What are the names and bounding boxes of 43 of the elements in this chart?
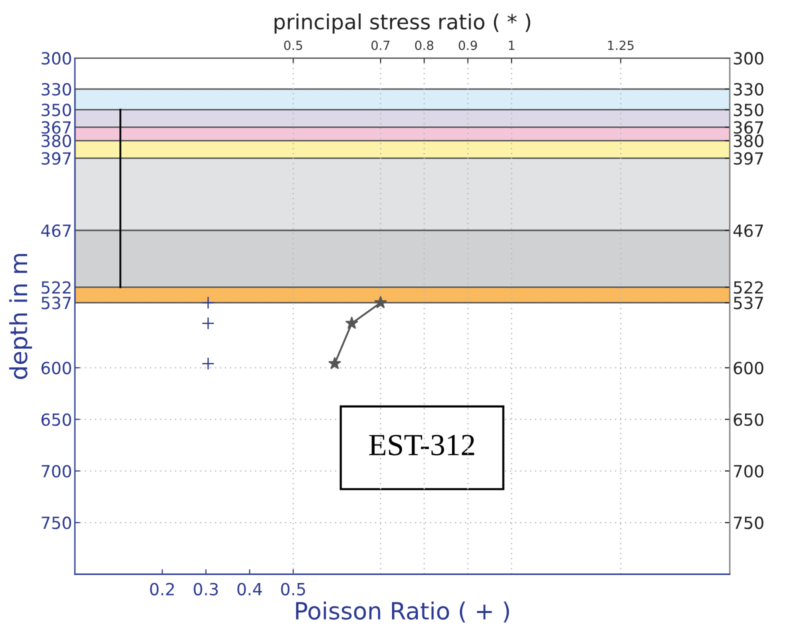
x2-tick-label: 0.8 <box>415 40 434 50</box>
x2-tick-label: 1 <box>508 40 514 50</box>
x-tick-label: 0.2 <box>150 582 174 596</box>
x2-tick-label: 0.5 <box>284 40 302 50</box>
y-tick-label: 367 <box>42 121 71 134</box>
y2-tick-label: 350 <box>734 104 764 116</box>
y2-tick-label: 522 <box>734 281 763 294</box>
x2-tick-label: 0.9 <box>458 40 477 50</box>
y2-tick-label: 467 <box>733 224 763 238</box>
y-axis-title: depth in m <box>9 254 32 379</box>
y-tick-label: 750 <box>42 516 72 530</box>
y-tick-label: 650 <box>42 413 72 426</box>
y2-tick-label: 300 <box>734 52 764 65</box>
y-tick-label: 350 <box>42 104 72 116</box>
y2-tick-label: 700 <box>734 464 764 478</box>
y2-tick-label: 367 <box>734 121 763 134</box>
x-tick-label: 0.5 <box>281 582 306 596</box>
y-tick-label: 330 <box>42 82 72 96</box>
y-tick-label: 537 <box>42 296 71 310</box>
y2-tick-label: 650 <box>734 413 764 426</box>
y-tick-label: 522 <box>42 281 71 294</box>
y-tick-label: 700 <box>42 464 72 478</box>
y2-tick-label: 397 <box>734 152 763 165</box>
y-tick-label: 600 <box>42 362 72 374</box>
x2-axis-title: principal stress ratio ( * ) <box>274 13 530 34</box>
y-tick-label: 300 <box>42 52 72 65</box>
y2-tick-label: 750 <box>734 516 764 530</box>
y-tick-label: 380 <box>42 134 72 148</box>
point <box>202 316 215 330</box>
y2-tick-label: 537 <box>734 296 763 310</box>
point <box>202 357 215 370</box>
x2-tick-label: 0.7 <box>371 40 390 50</box>
y2-tick-label: 330 <box>734 82 764 96</box>
annotation: EST-312 <box>369 434 474 456</box>
y2-tick-label: 380 <box>734 134 764 148</box>
x-tick-label: 0.3 <box>194 582 218 596</box>
point <box>202 296 215 310</box>
y-tick-label: 467 <box>41 224 71 238</box>
y2-tick-label: 600 <box>734 362 764 374</box>
x-tick-label: 0.4 <box>237 582 262 596</box>
y-tick-label: 397 <box>42 152 71 165</box>
x2-tick-label: 1.25 <box>608 40 634 50</box>
x-axis-title: Poisson Ratio ( + ) <box>296 601 509 623</box>
